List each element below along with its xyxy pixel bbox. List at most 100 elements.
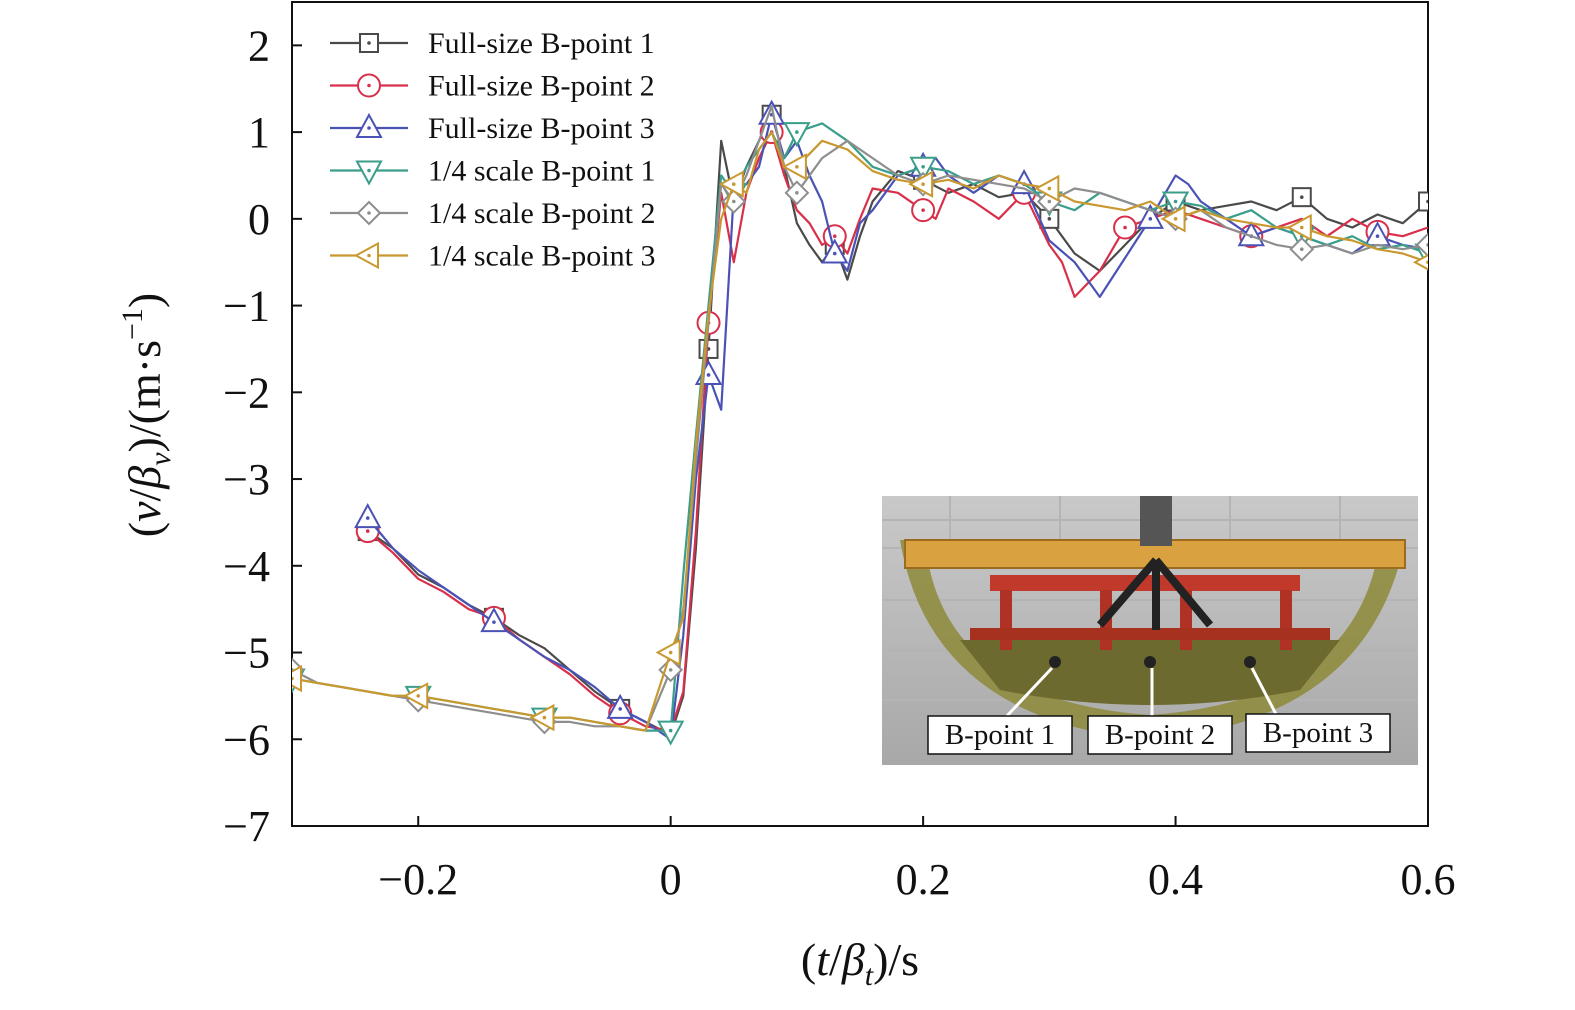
series-point-dot [1148, 217, 1153, 221]
series-point-marker [355, 160, 383, 186]
y-tick-label: −1 [223, 282, 270, 331]
series-point-marker [1034, 174, 1060, 203]
series-point-marker [355, 112, 383, 138]
series-line [366, 131, 1428, 732]
series-point-marker [655, 638, 681, 667]
series-point-dot [1173, 217, 1178, 221]
legend-item: Full-size B-point 3 [330, 112, 655, 145]
series-point-dot [416, 694, 421, 698]
series-point-marker [718, 170, 744, 198]
y-tick-label: −4 [223, 542, 270, 591]
series-line [366, 113, 1428, 741]
series-point-marker [1415, 232, 1428, 258]
series-point-marker [908, 170, 934, 198]
legend-label: 1/4 scale B-point 1 [428, 155, 655, 188]
series-6 [292, 131, 1428, 732]
x-tick-label: 0.4 [1148, 855, 1203, 904]
series-point-dot [365, 529, 370, 533]
y-axis-title: (v/βv)/(m·s−1) [116, 293, 177, 537]
series-point-dot [367, 126, 371, 130]
y-tick-label: 2 [248, 21, 270, 70]
inset-callout-1: B-point 1 [927, 715, 1073, 755]
series-point-dot [542, 715, 547, 720]
series-point-marker [656, 720, 685, 746]
x-tick-label: 0 [660, 855, 682, 904]
legend-label: Full-size B-point 3 [428, 112, 655, 145]
series-point-dot [365, 516, 370, 520]
inset-load-cell [1140, 496, 1172, 546]
series-point-marker [757, 99, 786, 125]
series-point-dot [1173, 199, 1178, 204]
series-point-dot [367, 41, 371, 45]
x-tick-label: 0.2 [896, 855, 951, 904]
series-point-dot [292, 676, 294, 681]
series-point-dot [1299, 247, 1304, 251]
series-point-dot [367, 253, 371, 258]
series-point-dot [1426, 199, 1428, 204]
series-point-marker [781, 153, 807, 181]
series-point-dot [1299, 195, 1304, 199]
legend-item: 1/4 scale B-point 1 [330, 155, 655, 188]
y-tick-label: 1 [248, 108, 270, 157]
inset-photo: B-point 1 B-point 2 B-point 3 [882, 496, 1418, 765]
series-point-marker [403, 682, 429, 710]
y-tick-label: 0 [248, 195, 270, 244]
series-point-dot [731, 199, 736, 204]
series-point-marker [1418, 191, 1428, 212]
x-tick-label: −0.2 [378, 855, 458, 904]
series-point-dot [795, 165, 799, 169]
series-3 [354, 99, 1428, 741]
y-axis: 2 1 0 −1 −2 −3 −4 −5 −6 −7 [223, 21, 302, 851]
legend-label: 1/4 scale B-point 2 [428, 197, 655, 230]
inset-tripod [1096, 557, 1214, 630]
y-tick-label: −6 [223, 715, 270, 764]
series-point-dot [921, 165, 925, 169]
series-point-dot [668, 728, 673, 733]
series-point-dot [367, 168, 371, 173]
legend-item: 1/4 scale B-point 2 [330, 197, 655, 230]
x-axis-title: (t/βt)/s [801, 934, 919, 992]
series-point-dot [1123, 225, 1127, 230]
y-tick-label: −3 [223, 455, 270, 504]
inset-pointer-1 [1003, 666, 1054, 720]
series-point-dot [1426, 260, 1428, 265]
inset-callout-3-text: B-point 3 [1263, 717, 1373, 749]
series-point-dot [492, 620, 496, 624]
series-point-marker [1286, 213, 1312, 242]
series-point-dot [1047, 186, 1052, 191]
series-layer [292, 99, 1428, 746]
series-point-dot [795, 130, 799, 134]
series-point-marker [1160, 205, 1186, 233]
series-point-marker [821, 238, 849, 264]
series-point-dot [668, 668, 673, 672]
inset-callout-1-text: B-point 1 [945, 719, 1055, 751]
series-point-marker [353, 241, 379, 270]
series-point-dot [618, 707, 622, 711]
series-point-dot [832, 251, 837, 256]
x-tick-label: 0.6 [1401, 855, 1456, 904]
inset-callout-2: B-point 2 [1087, 715, 1233, 755]
legend-label: 1/4 scale B-point 3 [428, 240, 655, 273]
legend-item: Full-size B-point 1 [330, 27, 655, 60]
series-point-marker [1136, 203, 1164, 229]
series-point-dot [706, 373, 711, 377]
inset-callout-3: B-point 3 [1245, 713, 1391, 753]
legend-item: Full-size B-point 2 [330, 70, 655, 103]
series-point-dot [367, 211, 371, 215]
legend-label: Full-size B-point 2 [428, 70, 655, 103]
series-point-dot [731, 182, 736, 186]
series-point-marker [783, 122, 811, 148]
series-point-dot [1047, 217, 1052, 221]
legend: Full-size B-point 1 Full-size B-point 2 Fu… [330, 27, 655, 273]
inset-pointer-3 [1250, 667, 1280, 719]
series-point-marker [909, 156, 937, 182]
series-point-marker [1412, 253, 1428, 271]
series-point-dot [795, 191, 799, 195]
series-point-dot [1299, 225, 1304, 230]
y-tick-label: −7 [223, 802, 270, 851]
series-point-dot [668, 650, 673, 655]
y-tick-label: −5 [223, 629, 270, 678]
y-tick-label: −2 [223, 368, 270, 417]
series-point-marker [529, 703, 555, 732]
